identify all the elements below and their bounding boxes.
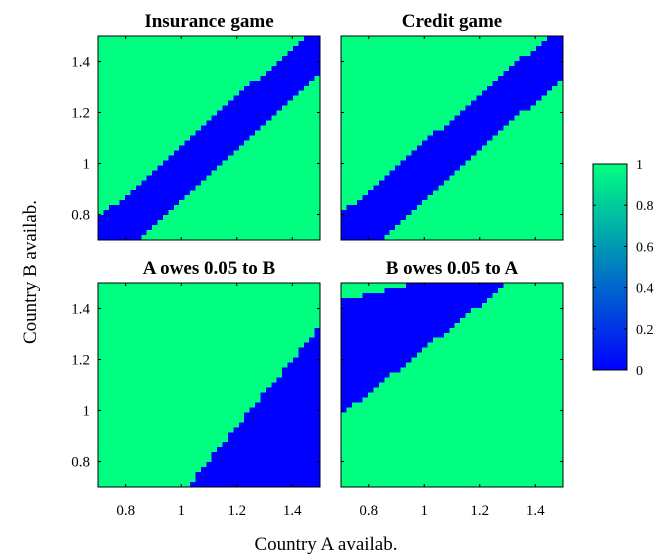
panel-2: Credit game xyxy=(340,11,564,241)
x-tick-label: 1.2 xyxy=(227,503,246,519)
x-tick-label: 1.4 xyxy=(526,503,545,519)
panels-layer: Insurance game 0.8 1 1.2 1.4 Credit game A owe… xyxy=(71,11,564,519)
y-tick-label: 1.4 xyxy=(71,55,90,71)
colorbar-gradient xyxy=(592,163,628,371)
colorbar-tick-label: 0.4 xyxy=(636,282,654,297)
region-value-0 xyxy=(190,327,320,487)
y-tick-label: 0.8 xyxy=(71,455,90,471)
colorbar-tick-label: 0.8 xyxy=(636,199,654,214)
panel-frame xyxy=(340,282,564,488)
panel-1: Insurance game 0.8 1 1.2 1.4 xyxy=(71,11,321,241)
x-tick-label: 0.8 xyxy=(359,503,378,519)
y-tick-label: 1.2 xyxy=(71,106,90,122)
region-value-0 xyxy=(341,283,504,413)
region-value-0 xyxy=(97,36,320,240)
panel-4: B owes 0.05 to A 0.8 1 1.2 1.4 xyxy=(340,258,564,519)
colorbar-tick-label: 0 xyxy=(636,364,643,379)
x-tick-label: 1.2 xyxy=(470,503,489,519)
panel-title: Credit game xyxy=(402,11,502,32)
y-tick-label: 1 xyxy=(83,157,91,173)
colorbar-ticks: 0 0.2 0.4 0.6 0.8 1 xyxy=(593,158,654,379)
y-tick-label: 1.4 xyxy=(71,302,90,318)
x-tick-label: 1 xyxy=(421,503,429,519)
panel-title: Insurance game xyxy=(144,11,273,32)
x-tick-label: 0.8 xyxy=(116,503,135,519)
colorbar-tick-label: 0.6 xyxy=(636,240,654,255)
panel-frame xyxy=(97,35,321,241)
y-axis-label: Country B availab. xyxy=(20,200,41,344)
panel-3: A owes 0.05 to B 0.8 1 1.2 1.4 0.8 1 1.2 1.4 xyxy=(71,258,321,519)
y-tick-label: 0.8 xyxy=(71,208,90,224)
x-tick-label: 1.4 xyxy=(283,503,302,519)
panel-title: B owes 0.05 to A xyxy=(386,258,519,279)
x-tick-label: 1 xyxy=(178,503,186,519)
panel-frame xyxy=(97,282,321,488)
colorbar-tick-label: 0.2 xyxy=(636,323,654,338)
colorbar: 0 0.2 0.4 0.6 0.8 1 xyxy=(592,158,654,379)
region-value-0 xyxy=(341,36,563,240)
y-tick-label: 1 xyxy=(83,404,91,420)
panel-title: A owes 0.05 to B xyxy=(143,258,276,279)
colorbar-tick-label: 1 xyxy=(636,158,643,173)
x-axis-label: Country A availab. xyxy=(254,534,397,555)
panel-frame xyxy=(340,35,564,241)
y-tick-label: 1.2 xyxy=(71,353,90,369)
